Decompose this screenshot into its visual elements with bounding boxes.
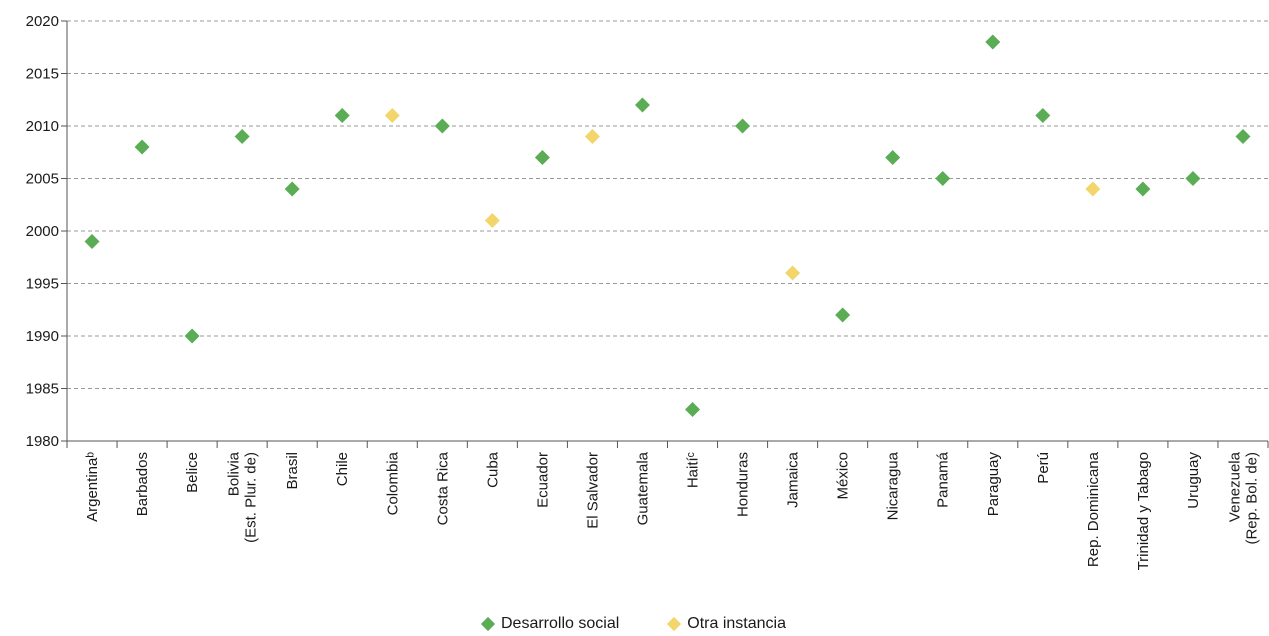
- x-tick-label-line: (Est. Plur. de): [243, 452, 260, 543]
- data-point: [484, 213, 500, 228]
- x-tick-label-line: Argentinaᵇ: [84, 452, 101, 522]
- x-tick-label-line: Colombia: [384, 451, 401, 515]
- x-tick-label-line: Ecuador: [534, 452, 551, 508]
- x-tick-label-line: Rep. Dominicana: [1085, 451, 1102, 567]
- x-tick-label: México: [835, 452, 852, 500]
- x-tick-label-line: Paraguay: [985, 452, 1002, 517]
- grid-lines: [67, 20, 1268, 389]
- y-tick-label: 1980: [26, 433, 59, 450]
- x-tick-label: Haitíᶜ: [685, 452, 702, 488]
- x-tick-label-line: Barbados: [134, 452, 151, 516]
- x-tick-label-line: Brasil: [284, 452, 301, 490]
- data-point: [84, 234, 100, 249]
- y-tick-label: 2010: [26, 118, 59, 135]
- x-tick-label-line: Haitíᶜ: [685, 452, 702, 488]
- x-tick-label-line: Panamá: [935, 451, 952, 508]
- x-tick-label: Chile: [334, 452, 351, 486]
- legend-label-desarrollo-social: Desarrollo social: [501, 615, 620, 632]
- data-point: [1035, 108, 1051, 123]
- x-tick-label: Guatemala: [634, 451, 651, 525]
- legend-marker-otra-instancia: [667, 616, 682, 632]
- data-point: [434, 118, 450, 134]
- data-point: [735, 118, 751, 134]
- x-tick-label-line: Chile: [334, 452, 351, 486]
- x-tick-label: Uruguay: [1185, 452, 1202, 509]
- x-tick-label-line: Cuba: [484, 451, 501, 488]
- data-point: [1085, 181, 1101, 197]
- x-tick-label-line: Jamaica: [785, 451, 802, 508]
- x-tick-label-line: Venezuela: [1226, 451, 1243, 522]
- y-tick-label: 2020: [26, 13, 59, 30]
- data-point: [935, 171, 951, 186]
- y-tick-label: 2015: [26, 66, 59, 83]
- data-point: [234, 129, 250, 144]
- data-point: [184, 328, 200, 344]
- data-point: [534, 150, 550, 165]
- legend-label-otra-instancia: Otra instancia: [687, 615, 786, 632]
- x-tick-label: Belice: [184, 452, 201, 493]
- chart: 1980 1985 1990 1995 2000 2005 2010 2015 2020 Arg…: [26, 13, 1269, 570]
- x-tick-label: Ecuador: [534, 452, 551, 508]
- x-tick-label: Perú: [1035, 452, 1052, 484]
- y-tick-label: 2005: [26, 171, 59, 188]
- data-point: [134, 139, 150, 155]
- x-tick-label-line: Guatemala: [634, 451, 651, 525]
- x-tick-label: Barbados: [134, 452, 151, 516]
- y-axis: 1980 1985 1990 1995 2000 2005 2010 2015 2020: [26, 13, 68, 450]
- x-tick-label: Cuba: [484, 451, 501, 488]
- y-tick-label: 1990: [26, 328, 59, 345]
- y-tick-label: 1985: [26, 381, 59, 398]
- x-tick-label: Bolivia(Est. Plur. de): [226, 451, 260, 543]
- x-tick-label-line: Bolivia: [226, 451, 243, 496]
- x-axis: Argentinaᵇ Barbados Belice Bolivia(Est. Plu…: [66, 440, 1269, 570]
- x-tick-label: Nicaragua: [885, 451, 902, 520]
- x-tick-label: Brasil: [284, 452, 301, 490]
- data-point: [384, 108, 400, 123]
- y-tick-label: 2000: [26, 223, 59, 240]
- x-tick-label-line: México: [835, 452, 852, 500]
- data-point: [634, 97, 650, 113]
- x-tick-label: El Salvador: [584, 452, 601, 529]
- x-tick-label: Paraguay: [985, 452, 1002, 517]
- x-tick-label: Rep. Dominicana: [1085, 451, 1102, 567]
- legend: Desarrollo social Otra instancia: [0, 612, 1269, 636]
- data-points: [84, 34, 1251, 417]
- data-point: [685, 402, 701, 417]
- legend-item-desarrollo-social: Desarrollo social: [480, 612, 620, 636]
- x-tick-label: Costa Rica: [434, 451, 451, 525]
- x-tick-label: Colombia: [384, 451, 401, 515]
- x-tick-label-line: El Salvador: [584, 452, 601, 529]
- x-tick-label-line: Costa Rica: [434, 451, 451, 525]
- data-point: [1135, 181, 1151, 197]
- x-tick-label-line: Trinidad y Tabago: [1135, 452, 1152, 570]
- data-point: [835, 307, 851, 323]
- legend-item-otra-instancia: Otra instancia: [667, 612, 786, 636]
- data-point: [584, 129, 600, 144]
- x-tick-label-line: (Rep. Bol. de): [1243, 452, 1260, 545]
- x-tick-label: Honduras: [735, 452, 752, 517]
- y-tick-label: 1995: [26, 276, 59, 293]
- x-tick-label: Panamá: [935, 451, 952, 508]
- legend-marker-desarrollo-social: [480, 616, 496, 632]
- data-point: [885, 150, 901, 165]
- data-point: [334, 108, 350, 123]
- data-point: [284, 181, 300, 197]
- x-tick-label-line: Honduras: [735, 452, 752, 517]
- x-tick-label-line: Belice: [184, 452, 201, 493]
- x-tick-label-line: Nicaragua: [885, 451, 902, 520]
- x-tick-label-line: Uruguay: [1185, 452, 1202, 509]
- data-point: [1235, 129, 1251, 144]
- data-point: [1185, 171, 1201, 186]
- x-tick-label: Argentinaᵇ: [84, 452, 101, 522]
- data-point: [785, 265, 801, 281]
- x-tick-label: Jamaica: [785, 451, 802, 508]
- x-tick-label: Trinidad y Tabago: [1135, 452, 1152, 570]
- x-tick-label-line: Perú: [1035, 452, 1052, 484]
- x-tick-label: Venezuela(Rep. Bol. de): [1226, 451, 1260, 544]
- data-point: [985, 34, 1001, 50]
